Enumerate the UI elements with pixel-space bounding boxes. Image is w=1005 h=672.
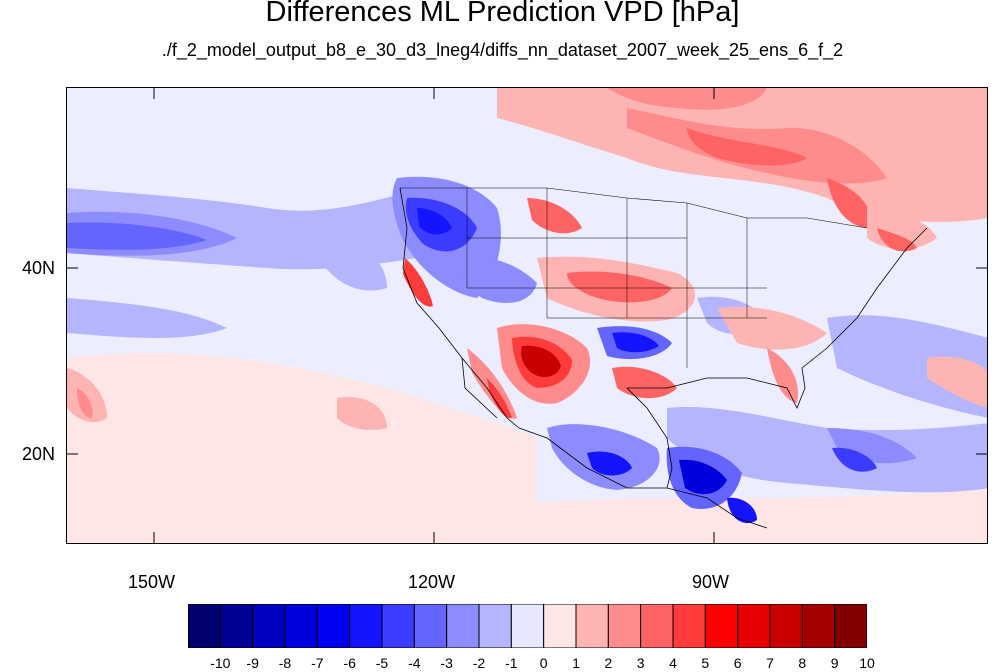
colorbar-box [543, 603, 577, 649]
colorbar-box [737, 603, 771, 649]
colorbar-box [446, 603, 480, 649]
colorbar-box [381, 603, 415, 649]
lon-label-120w: 120W [408, 572, 456, 592]
colorbar-tick-label: 8 [798, 655, 807, 671]
colorbar-tick-label: -4 [408, 655, 421, 671]
colorbar-tick-label: -7 [311, 655, 324, 671]
lat-label-40n: 40N [22, 258, 56, 278]
colorbar-tick-label: -5 [375, 655, 389, 671]
colorbar-box [349, 603, 383, 649]
colorbar-box [252, 603, 286, 649]
lon-label-90w: 90W [692, 572, 730, 592]
colorbar-tick-label: 2 [604, 655, 613, 671]
colorbar-tick-label: 3 [636, 655, 645, 671]
colorbar-tick-label: 4 [669, 655, 677, 671]
colorbar-box [413, 603, 448, 649]
colorbar-tick-label: 10 [859, 655, 875, 671]
colorbar-boxes [187, 603, 868, 649]
colorbar-tick-label: -8 [278, 655, 292, 671]
colorbar-tick-label: -10 [210, 655, 231, 671]
map-title: Differences ML Prediction VPD [hPa] [265, 0, 740, 28]
colorbar-box [704, 603, 739, 649]
colorbar-box [575, 603, 609, 649]
colorbar-tick-label: -2 [472, 655, 486, 671]
colorbar-box [316, 603, 351, 649]
colorbar-tick-label: 9 [830, 655, 839, 671]
colorbar-box [284, 603, 318, 649]
colorbar-box [834, 603, 868, 649]
colorbar-box [510, 603, 545, 649]
colorbar-tick-label: -3 [440, 655, 453, 671]
colorbar-tick-label: 6 [733, 655, 742, 671]
colorbar [187, 603, 868, 649]
colorbar-box [672, 603, 706, 649]
colorbar-tick-label: 5 [701, 655, 710, 671]
colorbar-box [219, 603, 254, 649]
colorbar-box [640, 603, 674, 649]
lon-label-150w: 150W [128, 572, 176, 592]
colorbar-box [478, 603, 512, 649]
colorbar-tick-label: 7 [766, 655, 774, 671]
map-subtitle: ./f_2_model_output_b8_e_30_d3_lneg4/diff… [161, 40, 844, 60]
colorbar-box [187, 603, 221, 649]
colorbar-box [769, 603, 803, 649]
colorbar-box [801, 603, 836, 649]
colorbar-tick-label: 0 [539, 655, 548, 671]
colorbar-tick-label: -6 [343, 655, 356, 671]
map-plot-area [66, 87, 988, 544]
colorbar-box [607, 603, 642, 649]
colorbar-tick-label: -9 [246, 655, 259, 671]
lat-label-20n: 20N [22, 444, 56, 464]
colorbar-tick-label: -1 [505, 655, 518, 671]
colorbar-tick-label: 1 [572, 655, 580, 671]
vpd-difference-field [67, 88, 987, 543]
